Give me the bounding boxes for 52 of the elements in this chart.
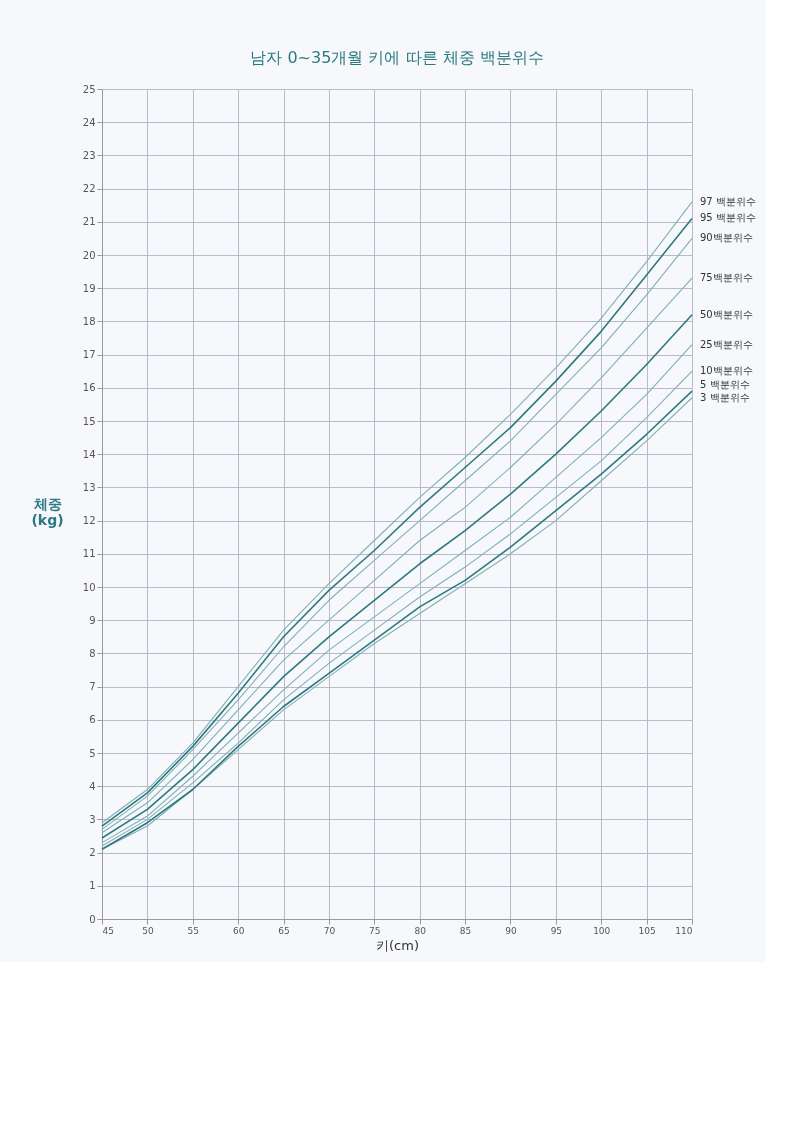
y-tick-label: 1: [89, 880, 96, 892]
series-label: 95 백분위수: [700, 212, 756, 224]
x-tick-label: 80: [414, 925, 427, 936]
y-tick-label: 7: [89, 681, 96, 693]
series-label: 75백분위수: [700, 272, 753, 284]
series-label: 25백분위수: [700, 338, 753, 350]
y-tick-label: 11: [82, 548, 96, 560]
series-label: 10백분위수: [700, 365, 753, 377]
chart-title: 남자 0~35개월 키에 따른 체중 백분위수: [250, 48, 544, 67]
y-tick-label: 13: [82, 481, 96, 493]
y-tick-label: 5: [89, 747, 96, 759]
x-tick-label: 65: [278, 925, 290, 936]
y-tick-label: 19: [82, 282, 96, 294]
y-tick-label: 17: [82, 349, 96, 361]
y-tick-label: 23: [82, 149, 96, 161]
y-tick-label: 6: [89, 714, 96, 726]
y-tick-label: 12: [82, 515, 96, 527]
y-tick-label: 20: [82, 249, 96, 261]
y-tick-label: 10: [82, 581, 96, 593]
x-tick-label: 95: [550, 925, 563, 936]
y-tick-label: 3: [89, 813, 96, 825]
x-tick-label: 55: [187, 925, 199, 936]
series-label: 97 백분위수: [700, 195, 756, 207]
x-tick-label: 70: [323, 925, 336, 936]
y-tick-label: 25: [82, 83, 96, 95]
x-tick-label: 110: [675, 925, 693, 936]
x-tick-label: 75: [369, 925, 381, 936]
x-tick-label: 100: [593, 925, 611, 936]
y-tick-label: 0: [89, 913, 96, 925]
x-tick-label: 105: [638, 925, 656, 936]
x-axis-title: 키(cm): [376, 937, 419, 953]
series-label: 3 백분위수: [700, 391, 750, 403]
y-tick-label: 16: [82, 382, 96, 394]
y-tick-label: 24: [82, 116, 96, 128]
series-label: 5 백분위수: [700, 378, 750, 390]
series-label: 50백분위수: [700, 308, 753, 320]
x-tick-label: 45: [102, 925, 114, 936]
series-label: 90백분위수: [700, 232, 753, 244]
x-tick-label: 85: [459, 925, 472, 936]
x-tick-label: 90: [505, 925, 517, 936]
y-tick-label: 18: [82, 315, 96, 327]
y-tick-label: 2: [89, 847, 96, 859]
x-tick-label: 50: [142, 925, 154, 936]
y-tick-label: 4: [89, 780, 96, 792]
y-tick-label: 14: [82, 448, 96, 460]
y-tick-label: 21: [82, 216, 96, 228]
y-tick-label: 15: [82, 415, 96, 427]
x-tick-label: 60: [232, 925, 245, 936]
y-tick-label: 9: [89, 614, 96, 626]
y-tick-label: 22: [82, 183, 96, 195]
y-axis-title: 체중 (kg): [31, 495, 64, 528]
y-tick-label: 8: [89, 647, 96, 659]
